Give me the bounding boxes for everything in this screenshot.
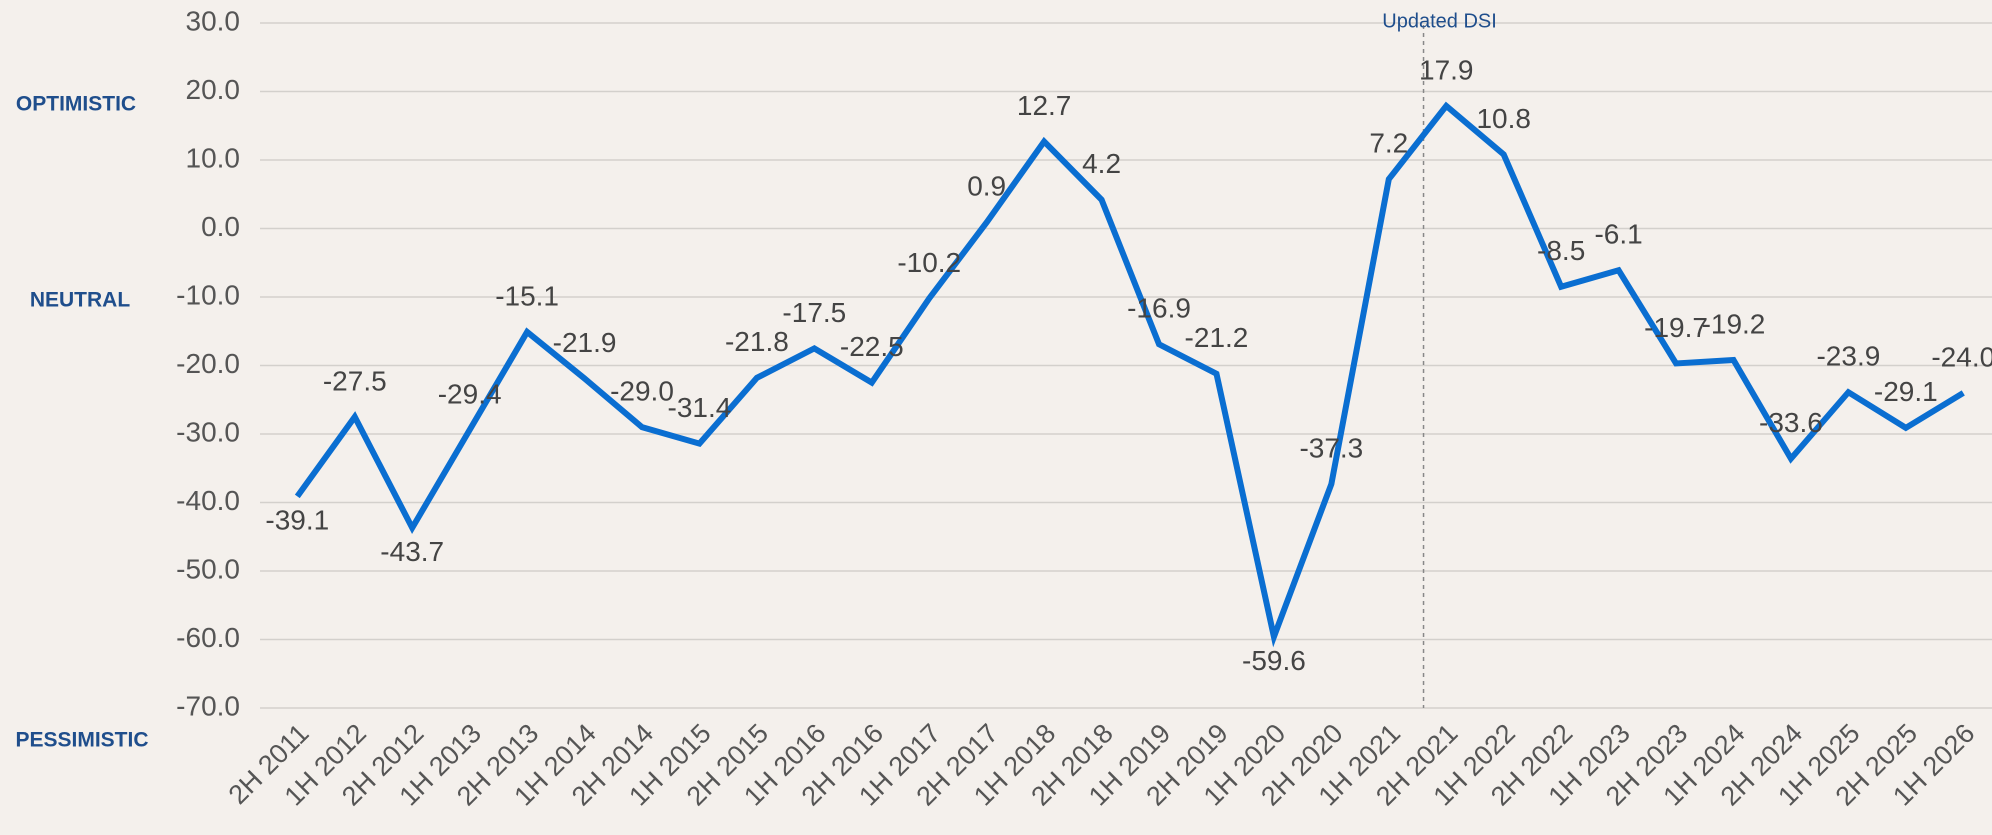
- divider-label: Updated DSI: [1382, 10, 1497, 32]
- data-label: -27.5: [323, 365, 387, 396]
- pessimistic-label: PESSIMISTIC: [15, 729, 148, 752]
- data-label: -17.5: [782, 297, 846, 328]
- data-label: 7.2: [1369, 128, 1408, 159]
- y-tick-label: -40.0: [176, 485, 240, 516]
- data-label: -37.3: [1299, 432, 1363, 463]
- data-label: -59.6: [1242, 645, 1306, 676]
- data-label: 0.9: [967, 171, 1006, 202]
- data-label: -16.9: [1127, 293, 1191, 324]
- data-label: -6.1: [1594, 219, 1642, 250]
- y-tick-label: -10.0: [176, 279, 240, 310]
- data-label: -24.0: [1931, 341, 1992, 372]
- data-label: -21.8: [725, 326, 789, 357]
- y-tick-label: 10.0: [186, 142, 241, 173]
- data-label: 10.8: [1476, 103, 1531, 134]
- y-tick-label: -60.0: [176, 622, 240, 653]
- data-label: -15.1: [495, 280, 559, 311]
- data-label: -19.7: [1644, 312, 1708, 343]
- data-label: -43.7: [380, 536, 444, 567]
- data-label: -8.5: [1537, 235, 1585, 266]
- y-tick-label: -70.0: [176, 690, 240, 721]
- data-label: -21.9: [553, 327, 617, 358]
- data-label: -33.6: [1759, 407, 1823, 438]
- y-tick-label: -30.0: [176, 416, 240, 447]
- data-label: -19.2: [1702, 308, 1766, 339]
- data-label: -29.4: [438, 378, 502, 409]
- data-label: -29.0: [610, 376, 674, 407]
- data-line: [294, 101, 1965, 648]
- y-tick-label: -20.0: [176, 348, 240, 379]
- data-label: 17.9: [1419, 54, 1474, 85]
- data-label: -31.4: [668, 392, 732, 423]
- data-label: -39.1: [265, 505, 329, 536]
- data-label: -10.2: [897, 247, 961, 278]
- optimistic-label: OPTIMISTIC: [16, 93, 136, 116]
- data-label: -29.1: [1874, 376, 1938, 407]
- y-tick-label: 0.0: [201, 211, 240, 242]
- data-label: 4.2: [1082, 148, 1121, 179]
- data-label: -23.9: [1816, 341, 1880, 372]
- data-label: -22.5: [840, 331, 904, 362]
- data-label: -21.2: [1185, 322, 1249, 353]
- y-tick-label: -50.0: [176, 553, 240, 584]
- data-label: 12.7: [1017, 90, 1072, 121]
- y-tick-label: 30.0: [186, 5, 241, 36]
- neutral-label: NEUTRAL: [30, 289, 130, 312]
- y-tick-label: 20.0: [186, 74, 241, 105]
